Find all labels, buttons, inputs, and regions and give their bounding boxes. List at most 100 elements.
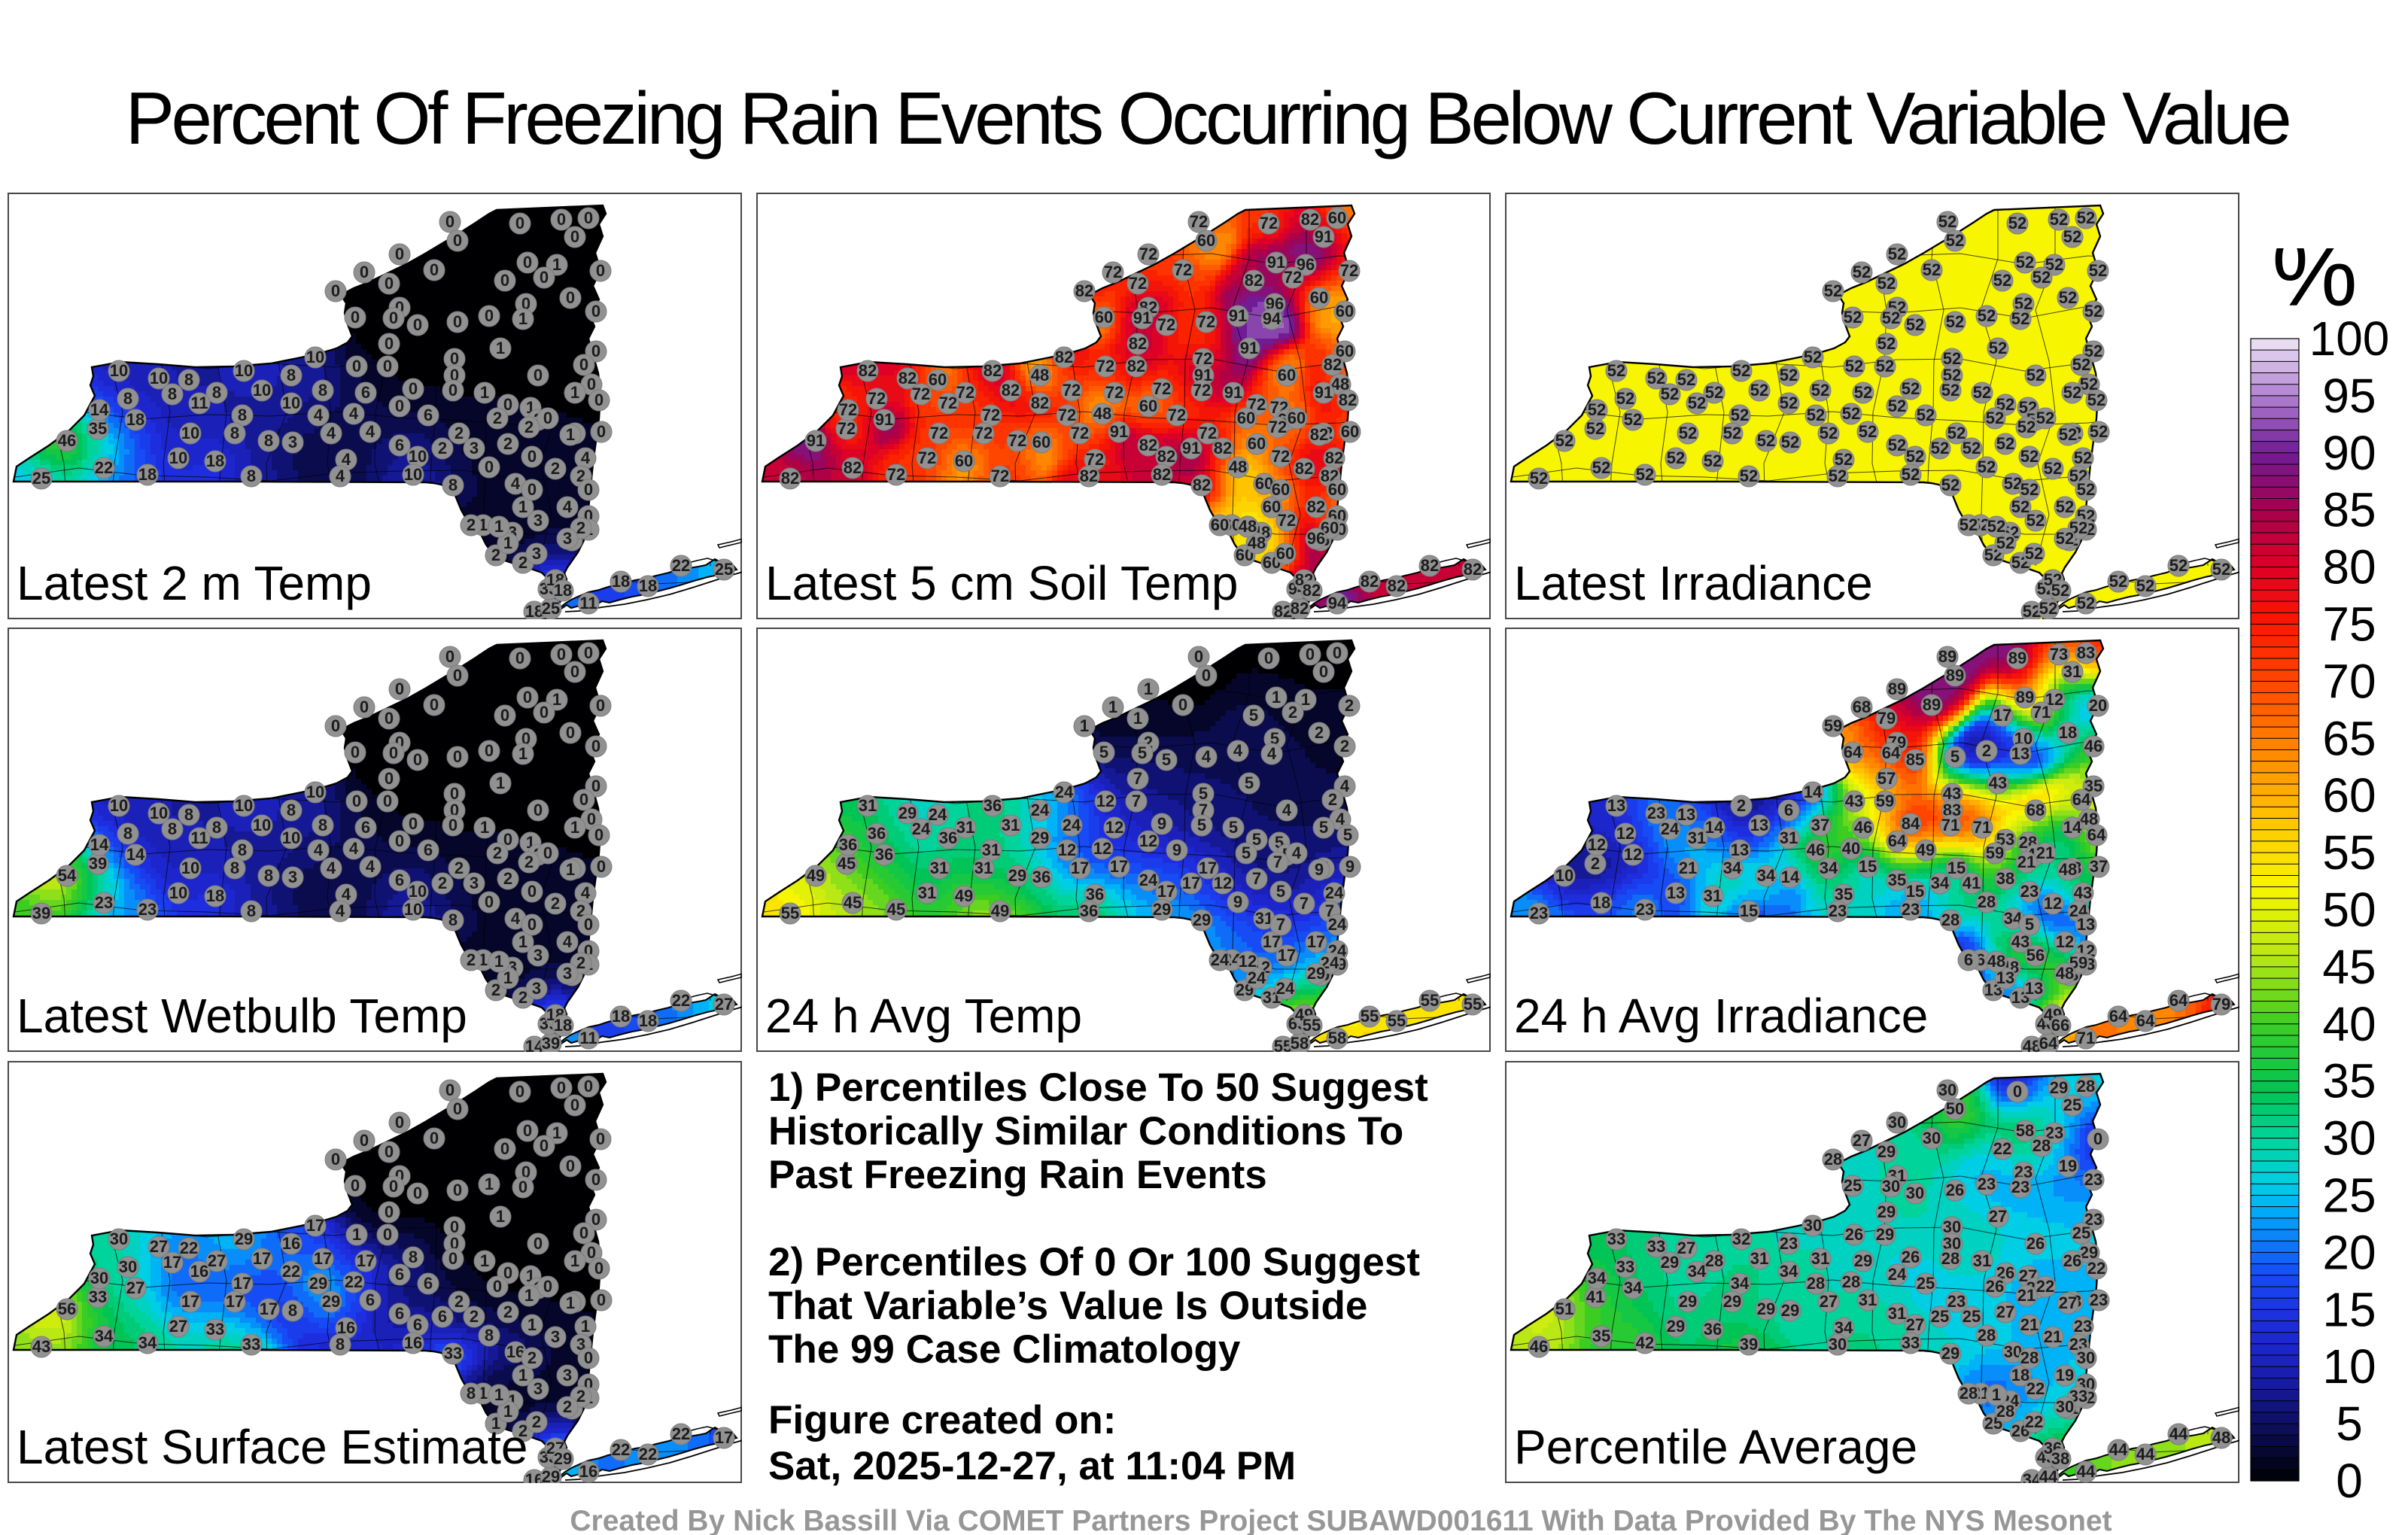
svg-text:0: 0 — [591, 737, 600, 755]
svg-text:0: 0 — [528, 915, 537, 934]
svg-text:94: 94 — [1263, 309, 1282, 328]
svg-text:5: 5 — [1162, 750, 1171, 769]
svg-text:8: 8 — [247, 467, 256, 485]
svg-text:0: 0 — [557, 1078, 566, 1097]
svg-text:34: 34 — [1624, 1278, 1643, 1297]
svg-text:24: 24 — [1276, 979, 1295, 998]
svg-text:52: 52 — [1931, 439, 1949, 457]
svg-text:0: 0 — [395, 245, 404, 263]
svg-text:1: 1 — [503, 968, 512, 987]
svg-text:60: 60 — [1288, 409, 1306, 427]
svg-text:55: 55 — [1421, 991, 1439, 1010]
svg-text:8: 8 — [247, 901, 256, 920]
svg-text:52: 52 — [1723, 424, 1741, 442]
svg-text:52: 52 — [1941, 476, 1960, 494]
svg-text:8: 8 — [467, 1384, 476, 1403]
svg-text:0: 0 — [485, 892, 494, 911]
svg-text:23: 23 — [1978, 1175, 1996, 1193]
svg-text:17: 17 — [1199, 859, 1217, 877]
svg-text:22: 22 — [2025, 1412, 2043, 1431]
svg-text:15: 15 — [1740, 901, 1758, 920]
svg-text:31: 31 — [956, 818, 974, 837]
svg-text:23: 23 — [2020, 882, 2039, 901]
svg-text:52: 52 — [1888, 397, 1906, 415]
svg-text:29: 29 — [322, 1292, 340, 1311]
svg-text:24: 24 — [1661, 819, 1680, 838]
svg-text:17: 17 — [1263, 932, 1281, 951]
svg-text:5: 5 — [1245, 774, 1254, 792]
svg-text:5: 5 — [2336, 1397, 2363, 1451]
svg-text:0: 0 — [523, 1121, 532, 1140]
svg-text:8: 8 — [168, 819, 177, 838]
svg-text:14: 14 — [90, 835, 109, 854]
svg-text:25: 25 — [2072, 1223, 2090, 1242]
svg-text:72: 72 — [956, 383, 974, 402]
svg-text:72: 72 — [1260, 214, 1278, 233]
svg-text:58: 58 — [1291, 1034, 1309, 1052]
svg-text:10: 10 — [169, 448, 187, 467]
svg-text:59: 59 — [1876, 792, 1894, 810]
svg-text:0: 0 — [503, 830, 512, 849]
svg-text:64: 64 — [1888, 831, 1907, 850]
svg-text:22: 22 — [2087, 1259, 2105, 1278]
svg-text:33: 33 — [1647, 1237, 1665, 1256]
svg-text:18: 18 — [206, 886, 224, 905]
svg-text:0: 0 — [534, 1234, 543, 1253]
svg-text:21: 21 — [1679, 859, 1697, 877]
svg-text:27: 27 — [1677, 1239, 1695, 1257]
svg-text:23: 23 — [2084, 1170, 2102, 1189]
svg-text:5: 5 — [1099, 743, 1108, 761]
svg-text:18: 18 — [126, 410, 144, 429]
svg-text:71: 71 — [1941, 816, 1960, 834]
svg-text:29: 29 — [1031, 828, 1049, 847]
svg-text:2: 2 — [576, 953, 585, 972]
svg-text:0: 0 — [528, 882, 537, 901]
svg-text:27: 27 — [1996, 1302, 2014, 1321]
svg-text:72: 72 — [1197, 312, 1215, 331]
svg-text:0: 0 — [534, 801, 543, 819]
svg-text:36: 36 — [839, 835, 857, 854]
svg-text:34: 34 — [138, 1333, 157, 1352]
svg-text:3: 3 — [532, 979, 541, 998]
svg-text:0: 0 — [413, 1184, 422, 1202]
svg-text:0: 0 — [360, 263, 369, 281]
svg-text:1: 1 — [496, 339, 505, 357]
svg-text:42: 42 — [1636, 1333, 1654, 1352]
svg-text:0: 0 — [453, 231, 462, 250]
svg-text:2: 2 — [491, 980, 500, 999]
svg-text:52: 52 — [2087, 391, 2105, 409]
svg-text:52: 52 — [1829, 467, 1847, 485]
svg-text:1: 1 — [503, 1402, 512, 1421]
svg-text:8: 8 — [264, 431, 273, 450]
svg-text:22: 22 — [672, 556, 690, 575]
svg-text:52: 52 — [2044, 459, 2062, 478]
svg-text:23: 23 — [1780, 1234, 1798, 1253]
svg-text:37: 37 — [2090, 857, 2108, 876]
svg-text:72: 72 — [1174, 260, 1192, 279]
svg-text:60: 60 — [1328, 480, 1346, 499]
svg-text:0: 0 — [485, 457, 494, 476]
svg-text:2: 2 — [532, 1412, 541, 1431]
svg-text:52: 52 — [1844, 308, 1862, 327]
svg-text:2: 2 — [518, 553, 528, 572]
svg-text:17: 17 — [715, 1428, 733, 1447]
svg-text:72: 72 — [939, 394, 957, 412]
svg-text:29: 29 — [1757, 1299, 1775, 1318]
svg-text:52: 52 — [2136, 576, 2154, 595]
svg-text:4: 4 — [1336, 810, 1345, 828]
svg-text:52: 52 — [1845, 357, 1863, 375]
svg-text:0: 0 — [453, 666, 462, 685]
svg-text:22: 22 — [2036, 1277, 2054, 1296]
svg-text:29: 29 — [1667, 1317, 1685, 1336]
svg-text:0: 0 — [579, 1223, 588, 1242]
svg-text:1: 1 — [491, 1414, 500, 1433]
svg-text:28: 28 — [1941, 910, 1960, 929]
svg-text:52: 52 — [1781, 433, 1799, 451]
svg-text:33: 33 — [1902, 1333, 1920, 1352]
svg-text:0: 0 — [450, 349, 459, 368]
svg-text:13: 13 — [1731, 840, 1749, 859]
svg-text:46: 46 — [2084, 737, 2102, 755]
svg-text:1: 1 — [566, 1293, 575, 1312]
svg-text:24 h Avg Temp: 24 h Avg Temp — [765, 989, 1082, 1043]
svg-text:8: 8 — [409, 1248, 418, 1266]
